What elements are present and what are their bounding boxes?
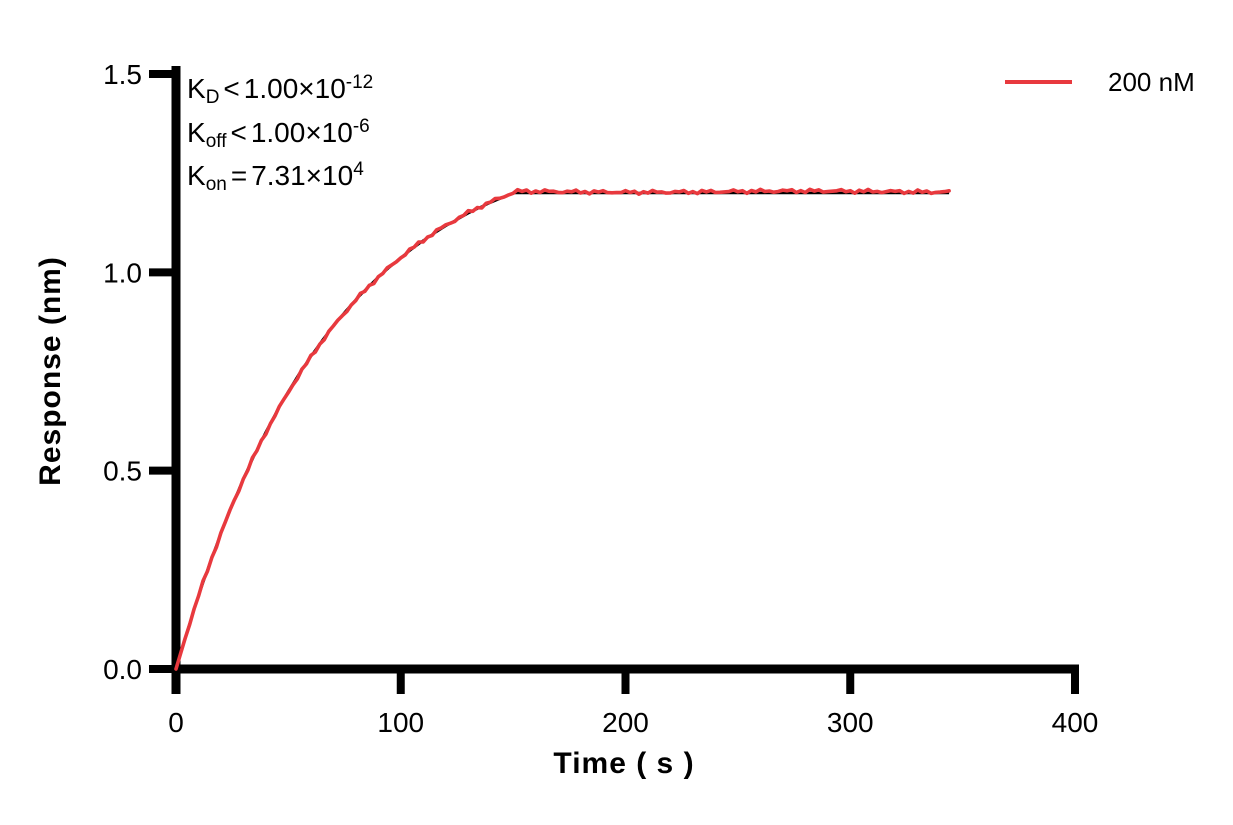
x-tick-label: 400 xyxy=(1052,707,1099,738)
kd-subscript: D xyxy=(205,87,220,108)
koff-annotation: Koff <1.00×10-6 xyxy=(187,111,373,155)
koff-exponent: -6 xyxy=(352,115,370,137)
legend: 200 nM xyxy=(1005,66,1195,97)
kon-exponent: 4 xyxy=(353,159,364,180)
kd-value: 1.00×10 xyxy=(243,73,346,104)
y-tick-label: 0.0 xyxy=(103,654,142,685)
y-axis-title: Response (nm) xyxy=(34,256,67,486)
x-tick-label: 300 xyxy=(827,707,874,738)
x-axis-title: Time ( s ) xyxy=(553,747,694,780)
kon-value: 7.31×10 xyxy=(251,160,354,191)
kd-annotation: KD <1.00×10-12 xyxy=(187,67,373,111)
kon-subscript: on xyxy=(205,174,227,195)
kon-relation: = xyxy=(230,160,248,191)
kon-symbol: K xyxy=(187,160,206,191)
koff-relation: < xyxy=(230,116,247,148)
fit-curve xyxy=(174,191,950,670)
data-curve-200nM xyxy=(174,187,951,671)
x-tick-label: 200 xyxy=(602,707,649,738)
kon-annotation: Kon = 7.31×104 xyxy=(187,154,373,198)
kd-relation: < xyxy=(223,73,240,104)
kinetics-annotation: KD <1.00×10-12 Koff <1.00×10-6 Kon = 7.31×10… xyxy=(187,67,373,198)
koff-subscript: off xyxy=(205,130,227,152)
y-tick-label: 0.5 xyxy=(103,456,142,487)
y-tick-label: 1.0 xyxy=(103,257,142,288)
axes-layer xyxy=(149,66,1079,694)
x-tick-label: 0 xyxy=(168,707,184,738)
legend-line-swatch xyxy=(1005,80,1072,84)
y-tick-label: 1.5 xyxy=(103,59,142,90)
kd-symbol: K xyxy=(187,73,206,104)
legend-label: 200 nM xyxy=(1108,66,1195,97)
koff-symbol: K xyxy=(187,116,206,148)
x-tick-label: 100 xyxy=(377,707,424,738)
koff-value: 1.00×10 xyxy=(250,116,353,148)
tick-labels-layer: 0 100 200 300 400 0.0 0.5 1.0 1.5 xyxy=(103,59,1098,738)
curves-layer xyxy=(174,187,951,671)
kd-exponent: -12 xyxy=(345,72,374,93)
